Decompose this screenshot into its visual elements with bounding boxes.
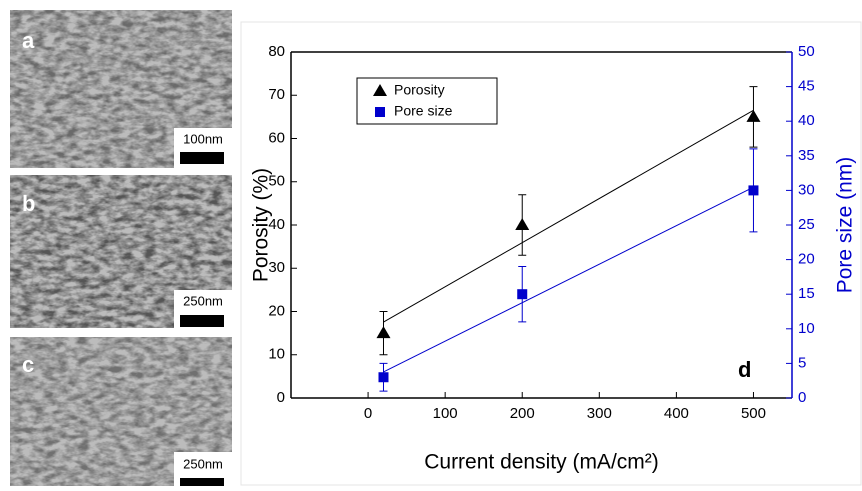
scale-label: 250nm	[183, 293, 223, 308]
panel-label: a	[22, 28, 35, 53]
scale-bar	[180, 478, 224, 486]
y2-tick-label: 45	[798, 78, 815, 95]
marker	[378, 372, 389, 383]
y-tick-label: 20	[268, 302, 285, 319]
scale-label: 250nm	[183, 456, 223, 471]
marker	[515, 218, 530, 230]
y-tick-label: 30	[268, 259, 285, 276]
y2-tick-label: 50	[798, 43, 815, 60]
legend-label: Pore size	[394, 103, 453, 119]
y2-axis-title: Pore size (nm)	[834, 157, 857, 294]
y2-tick-label: 10	[798, 320, 815, 337]
y2-tick-label: 35	[798, 147, 815, 164]
panel-label: c	[22, 352, 34, 377]
x-tick-label: 500	[741, 405, 766, 422]
y2-tick-label: 30	[798, 181, 815, 198]
x-tick-label: 100	[433, 405, 458, 422]
x-tick-label: 0	[364, 405, 372, 422]
y2-tick-label: 0	[798, 389, 806, 406]
x-tick-label: 200	[510, 405, 535, 422]
chart-frame	[240, 21, 862, 486]
marker	[746, 109, 761, 122]
x-axis-title: Current density (mA/cm²)	[424, 451, 659, 474]
y-tick-label: 0	[277, 389, 285, 406]
y2-tick-label: 20	[798, 251, 815, 268]
scale-label: 100nm	[183, 131, 223, 146]
marker	[748, 185, 759, 196]
y2-tick-label: 15	[798, 285, 815, 302]
scale-bar	[180, 315, 224, 327]
y-tick-label: 80	[268, 43, 285, 60]
y2-tick-label: 25	[798, 216, 815, 233]
legend-marker	[373, 84, 387, 96]
fit-line	[383, 186, 754, 373]
x-tick-label: 300	[587, 405, 612, 422]
y-axis-title: Porosity (%)	[250, 168, 273, 282]
y-tick-label: 60	[268, 129, 285, 146]
marker	[376, 326, 391, 339]
y-tick-label: 40	[268, 216, 285, 233]
marker	[517, 289, 528, 300]
y-tick-label: 50	[268, 173, 285, 190]
legend-label: Porosity	[394, 82, 445, 98]
legend-marker	[375, 107, 385, 117]
y-tick-label: 70	[268, 86, 285, 103]
scale-bar	[180, 152, 224, 164]
panel-label: d	[738, 357, 751, 382]
y-tick-label: 10	[268, 346, 285, 363]
x-tick-label: 400	[664, 405, 689, 422]
chart: 0 100 200 300 400 500 0 10 20 30 40 50 60 70 80 0 5 10 15 2…	[250, 43, 857, 474]
y2-tick-label: 40	[798, 112, 815, 129]
fit-line	[383, 109, 754, 323]
y2-tick-label: 5	[798, 354, 806, 371]
panel-label: b	[22, 191, 35, 216]
sem-panels: a b c 100nm 250nm 250nm	[10, 10, 232, 486]
